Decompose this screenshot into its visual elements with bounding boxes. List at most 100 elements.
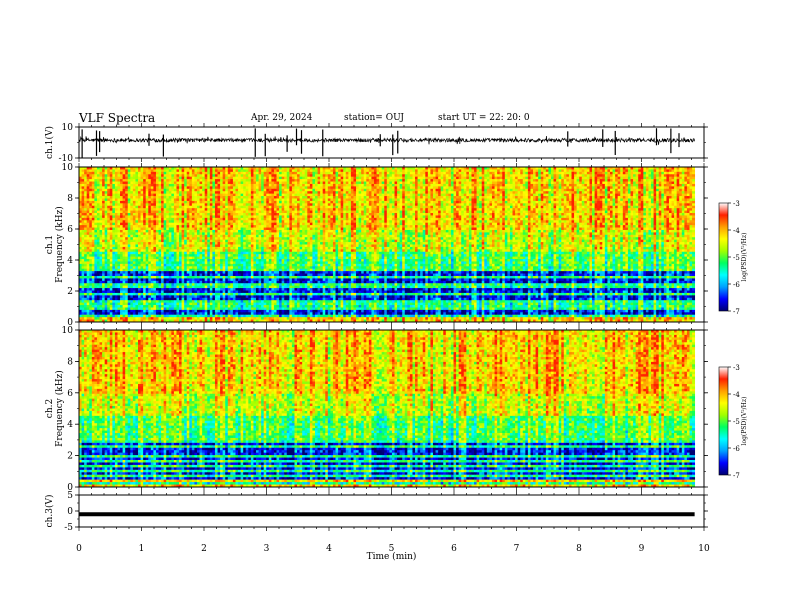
ch1-spectrogram-cell [123, 215, 126, 218]
ch1-spectrogram-cell [410, 203, 413, 206]
ch1-spectrogram-cell [525, 213, 528, 216]
ch1-spectrogram-cell [533, 191, 536, 194]
ch1-spectrogram-cell [284, 201, 287, 204]
ch1-spectrogram-cell [351, 203, 354, 206]
ch1-spectrogram-cell [502, 196, 505, 199]
ch1-spectrogram-cell [556, 184, 559, 187]
ch1-spectrogram-cell [492, 182, 495, 185]
ch1-spectrogram-cell [428, 182, 431, 185]
ch1-spectrogram-cell [248, 172, 251, 175]
ch1-spectrogram-cell [643, 186, 646, 189]
ch1-spectrogram-cell [207, 186, 210, 189]
ch1-spectrogram-cell [189, 196, 192, 199]
ch1-spectrogram-cell [672, 213, 675, 216]
ch1-spectrogram-cell [238, 203, 241, 206]
ch1-spectrogram-cell [253, 186, 256, 189]
ch1-spectrogram-cell [633, 201, 636, 204]
ch1-spectrogram-cell [661, 177, 664, 180]
ch1-spectrogram-cell [577, 194, 580, 197]
ch1-spectrogram-cell [659, 211, 662, 214]
ch1-spectrogram-cell [338, 203, 341, 206]
ch1-spectrogram-cell [256, 194, 259, 197]
ch1-spectrogram-cell [469, 177, 472, 180]
ch1-spectrogram-cell [443, 194, 446, 197]
ch1-spectrogram-cell [646, 201, 649, 204]
ch1-spectrogram-cell [636, 206, 639, 209]
ch1-spectrogram-cell [520, 186, 523, 189]
ch1-spectrogram-cell [141, 211, 144, 214]
ch1-spectrogram-cell [572, 198, 575, 201]
ch1-spectrogram-cell [89, 179, 92, 182]
ch1-spectrogram-cell [323, 172, 326, 175]
ch1-spectrogram-cell [135, 169, 138, 172]
ch1-spectrogram-cell [123, 211, 126, 214]
ch1-spectrogram-cell [228, 201, 231, 204]
ch1-spectrogram-cell [243, 182, 246, 185]
ch1-spectrogram-cell [551, 172, 554, 175]
ch1-spectrogram-cell [130, 211, 133, 214]
ch1-spectrogram-cell [605, 211, 608, 214]
ch1-spectrogram-cell [415, 182, 418, 185]
ch1-spectrogram-cell [600, 208, 603, 211]
ch1-spectrogram-cell [536, 177, 539, 180]
ch1-spectrogram-cell [148, 191, 151, 194]
ch1-spectrogram-cell [423, 194, 426, 197]
ch1-spectrogram-cell [169, 203, 172, 206]
ch1-spectrogram-cell [471, 201, 474, 204]
ch1-spectrogram-cell [428, 211, 431, 214]
ch1-spectrogram-cell [592, 196, 595, 199]
ch1-spectrogram-cell [259, 203, 262, 206]
ch1-spectrogram-cell [141, 186, 144, 189]
ch1-spectrogram-cell [141, 194, 144, 197]
ch1-spectrogram-cell [554, 198, 557, 201]
ch1-spectrogram-cell [572, 169, 575, 172]
ch1-spectrogram-cell [115, 194, 118, 197]
ch1-spectrogram-cell [171, 191, 174, 194]
ch1-spectrogram-cell [128, 182, 131, 185]
ch1-spectrogram-cell [520, 172, 523, 175]
ch1-spectrogram-cell [689, 198, 692, 201]
ch1-spectrogram-cell [318, 189, 321, 192]
ch1-spectrogram-cell [384, 198, 387, 201]
ch1-spectrogram-cell [164, 179, 167, 182]
ch1-spectrogram-cell [359, 201, 362, 204]
ch1-spectrogram-cell [492, 172, 495, 175]
ch1-spectrogram-cell [341, 179, 344, 182]
ch1-spectrogram-cell [89, 201, 92, 204]
ch1-spectrogram-cell [684, 182, 687, 185]
ch1-spectrogram-cell [207, 172, 210, 175]
ch1-spectrogram-cell [192, 177, 195, 180]
ch1-spectrogram-cell [97, 215, 100, 218]
ch1-spectrogram-cell [271, 169, 274, 172]
ch1-spectrogram-cell [171, 208, 174, 211]
ch1-spectrogram-cell [336, 177, 339, 180]
ch1-spectrogram-cell [282, 211, 285, 214]
ch1-spectrogram-cell [228, 196, 231, 199]
ch1-spectrogram-cell [605, 213, 608, 216]
ch1-spectrogram-cell [525, 177, 528, 180]
ch1-spectrogram-cell [361, 182, 364, 185]
ch1-spectrogram-cell [584, 174, 587, 177]
ch1-spectrogram-cell [194, 174, 197, 177]
ch1-spectrogram-cell [353, 201, 356, 204]
ch1-spectrogram-cell [310, 169, 313, 172]
ch1-spectrogram-cell [587, 179, 590, 182]
ch1-spectrogram-cell [661, 208, 664, 211]
ch1-spectrogram-cell [120, 179, 123, 182]
ch1-spectrogram-cell [677, 213, 680, 216]
ch1-spectrogram-cell [469, 169, 472, 172]
ch1-spectrogram-cell [266, 169, 269, 172]
ch1-spectrogram-cell [548, 198, 551, 201]
ch1-spectrogram-cell [566, 179, 569, 182]
ch1-spectrogram-cell [123, 189, 126, 192]
ch1-spectrogram-cell [341, 196, 344, 199]
ch1-spectrogram-cell [189, 182, 192, 185]
ch1-spectrogram-cell [643, 184, 646, 187]
ch1-spectrogram-cell [223, 201, 226, 204]
ch1-spectrogram-cell [171, 196, 174, 199]
ch1-spectrogram-cell [451, 177, 454, 180]
ch1-spectrogram-cell [659, 198, 662, 201]
ch1-spectrogram-cell [489, 184, 492, 187]
ch1-spectrogram-cell [143, 211, 146, 214]
ch1-spectrogram-cell [605, 206, 608, 209]
